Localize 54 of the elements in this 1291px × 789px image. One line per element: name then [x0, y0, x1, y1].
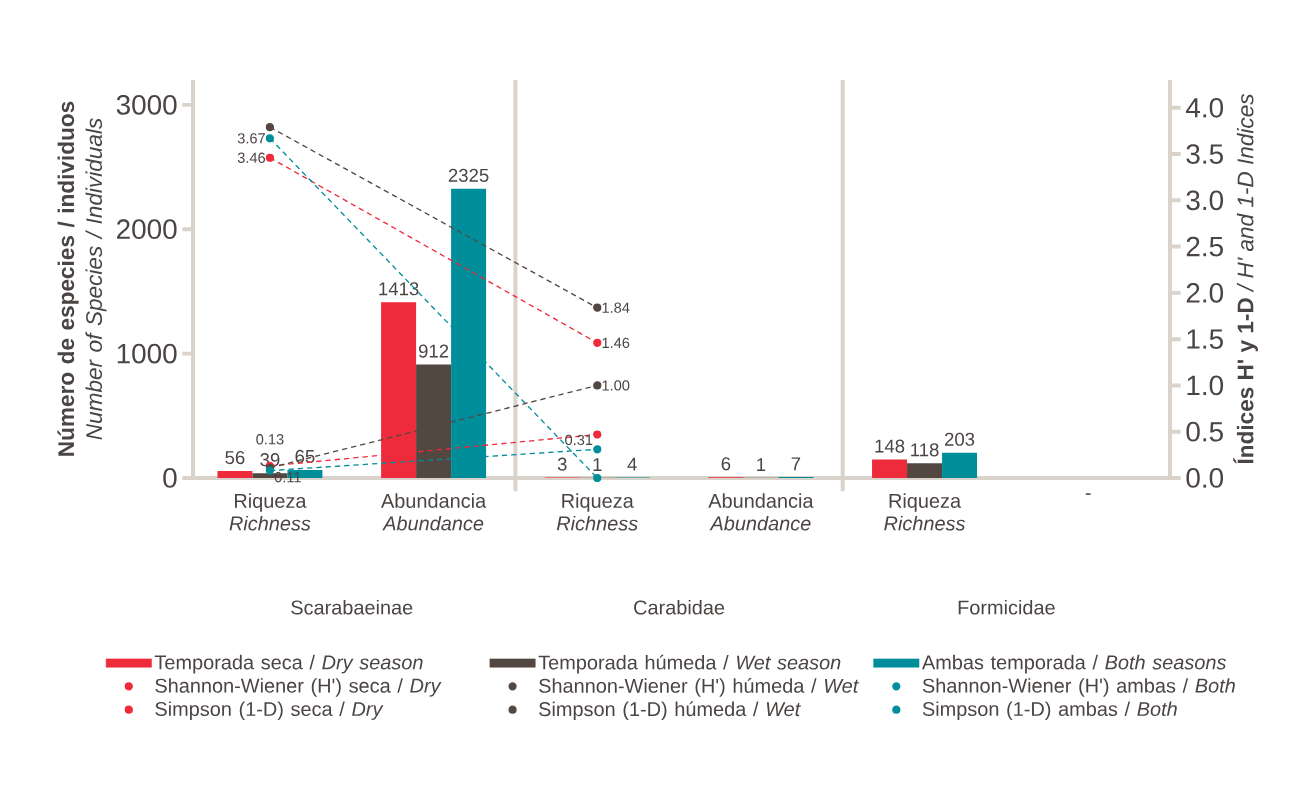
legend-label: Simpson (1-D) ambas / Both: [922, 701, 1177, 720]
y-tick-label: 2000: [117, 219, 177, 240]
y2-tick-label: 2.5: [1186, 236, 1223, 257]
x-tick-label: -: [1085, 493, 1091, 495]
text: Formicidae: [958, 599, 1055, 615]
y2-tick-label: 0.5: [1186, 421, 1223, 442]
y-tick-label: 1000: [117, 343, 177, 364]
data-label: 3.67: [237, 133, 265, 144]
x-tick-label: Riqueza Richness: [556, 493, 638, 531]
text: Carabidae: [634, 599, 725, 615]
text: Scarabaeinae: [291, 599, 413, 615]
y2-tick-label: 3.0: [1186, 190, 1224, 211]
legend-label: Temporada húmeda / Wet season: [538, 654, 841, 674]
y2-axis-title: Índices H' y 1-D / H' and 1-D Indices: [1233, 93, 1258, 464]
data-label: 6: [721, 457, 731, 471]
data-label: 1: [593, 458, 602, 471]
data-label: 148: [875, 439, 905, 453]
data-label: 0.13: [256, 434, 284, 445]
data-label: 1.84: [602, 302, 630, 313]
x-tick-label: Riqueza Richness: [229, 493, 311, 531]
legend-label: Shannon-Wiener (H') ambas / Both: [922, 678, 1235, 697]
data-label: 4: [627, 457, 637, 471]
data-label: 65: [295, 449, 315, 464]
data-label: 3: [557, 457, 567, 471]
data-label: 56: [225, 450, 245, 465]
y2-tick-label: 1.0: [1187, 375, 1224, 396]
x-tick-label: Abundancia Abundance: [708, 493, 814, 531]
x-tick-label: Abundancia Abundance: [381, 493, 487, 531]
legend-label: Shannon-Wiener (H') seca / Dry: [155, 678, 442, 697]
data-label: 1413: [379, 282, 419, 296]
legend-label: Simpson (1-D) húmeda / Wet: [539, 701, 801, 721]
y2-tick-label: 3.5: [1186, 144, 1223, 164]
data-label: 2325: [448, 168, 489, 182]
data-label: 0.31: [565, 434, 593, 446]
data-label: 118: [911, 443, 939, 457]
data-label: 1.46: [602, 337, 630, 349]
legend-label: Temporada seca / Dry season: [154, 654, 423, 674]
data-label: 912: [418, 344, 449, 358]
legend-label: Simpson (1-D) seca / Dry: [155, 701, 384, 720]
x-tick-label: Riqueza Richness: [884, 493, 966, 531]
data-label: 3.46: [237, 152, 266, 163]
y-tick-label: 3000: [116, 95, 177, 115]
legend-label: Ambas temporada / Both seasons: [921, 654, 1227, 674]
y-axis-title: Número de especies / individuos Number of Species / Individuals: [57, 101, 107, 456]
y2-tick-label: 1.5: [1187, 329, 1223, 349]
y-tick-label: 0: [163, 468, 177, 488]
legend-label: Shannon-Wiener (H') húmeda / Wet: [539, 678, 859, 697]
y2-tick-label: 0.0: [1186, 468, 1224, 488]
data-label: 7: [791, 457, 801, 471]
data-label: 203: [944, 432, 975, 446]
data-label: 1: [757, 458, 766, 471]
y2-tick-label: 4.0: [1186, 97, 1224, 118]
data-label: 1.00: [602, 380, 630, 391]
y2-tick-label: 2.0: [1186, 283, 1224, 303]
